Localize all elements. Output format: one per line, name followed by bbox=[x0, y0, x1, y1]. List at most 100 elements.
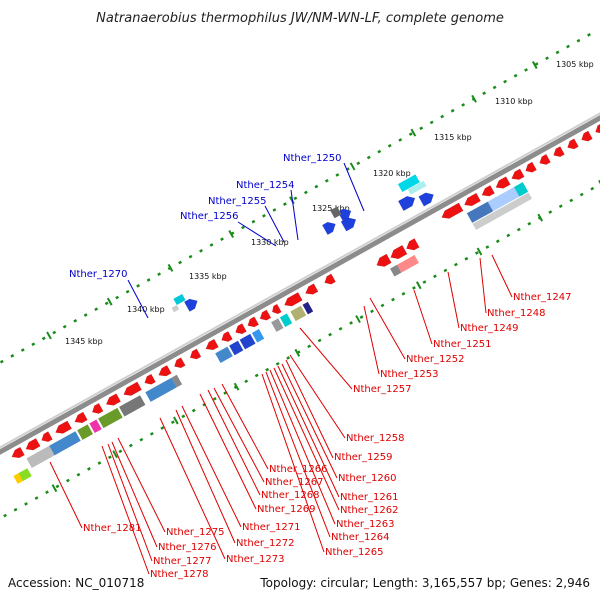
feature-block-shape bbox=[487, 187, 520, 212]
ring-tick bbox=[531, 61, 538, 70]
gene-label-nther-1250[interactable]: Nther_1250 bbox=[283, 153, 341, 164]
reverse-gene-arrow-shape bbox=[376, 253, 392, 267]
tick-label: 1305 kbp bbox=[556, 60, 594, 69]
reverse-gene-arrow bbox=[174, 357, 186, 369]
gene-label-nther-1248[interactable]: Nther_1248 bbox=[487, 308, 545, 319]
gene-label-nther-1263[interactable]: Nther_1263 bbox=[336, 519, 394, 530]
reverse-gene-arrow-shape bbox=[271, 303, 282, 315]
gene-label-nther-1266[interactable]: Nther_1266 bbox=[269, 464, 327, 475]
ring-tick bbox=[415, 281, 422, 290]
gene-label-nther-1257[interactable]: Nther_1257 bbox=[353, 384, 411, 395]
gene-label-nther-1268[interactable]: Nther_1268 bbox=[261, 490, 319, 501]
gene-label-nther-1277[interactable]: Nther_1277 bbox=[153, 556, 211, 567]
leader-line bbox=[285, 359, 334, 459]
reverse-gene-arrow bbox=[105, 393, 121, 406]
feature-block-shape bbox=[145, 377, 177, 402]
reverse-gene-arrow bbox=[41, 431, 53, 443]
leader-line bbox=[277, 365, 340, 498]
leader-line bbox=[261, 373, 325, 553]
gene-label-nther-1256[interactable]: Nther_1256 bbox=[180, 211, 238, 222]
gene-label-nther-1267[interactable]: Nther_1267 bbox=[265, 477, 323, 488]
gene-label-nther-1258[interactable]: Nther_1258 bbox=[346, 433, 404, 444]
reverse-gene-arrow-shape bbox=[390, 244, 408, 260]
gene-label-nther-1262[interactable]: Nther_1262 bbox=[340, 505, 398, 516]
gene-label-nther-1264[interactable]: Nther_1264 bbox=[331, 532, 389, 543]
forward-gene-arrow-shape bbox=[183, 298, 198, 312]
gene-label-nther-1272[interactable]: Nther_1272 bbox=[236, 538, 294, 549]
gene-label-nther-1278[interactable]: Nther_1278 bbox=[150, 569, 208, 580]
feature-block-shape bbox=[290, 305, 307, 322]
tick-label: 1345 kbp bbox=[65, 337, 103, 346]
gene-label-nther-1253[interactable]: Nther_1253 bbox=[380, 369, 438, 380]
map-title: Natranaerobius thermophilus JW/NM-WN-LF,… bbox=[96, 11, 504, 26]
reverse-gene-arrow bbox=[481, 185, 495, 197]
reverse-gene-arrow bbox=[406, 238, 420, 251]
feature-block-shape bbox=[171, 304, 180, 313]
feature-block bbox=[77, 424, 93, 440]
reverse-gene-arrow bbox=[390, 244, 408, 260]
gene-label-nther-1281[interactable]: Nther_1281 bbox=[83, 523, 141, 534]
gene-label-nther-1255[interactable]: Nther_1255 bbox=[208, 196, 266, 207]
leader-line bbox=[159, 417, 226, 560]
leader-line bbox=[363, 305, 380, 375]
gene-label-nther-1260[interactable]: Nther_1260 bbox=[338, 473, 396, 484]
leader-line bbox=[273, 367, 340, 511]
gene-label-nther-1276[interactable]: Nther_1276 bbox=[158, 542, 216, 553]
topology-text: Topology: circular; Length: 3,165,557 bp… bbox=[259, 576, 590, 590]
feature-block-faded-shape bbox=[472, 212, 498, 230]
reverse-gene-arrow-shape bbox=[324, 273, 336, 285]
reverse-gene-arrow-shape bbox=[221, 330, 233, 342]
reverse-gene-arrow bbox=[324, 273, 336, 285]
leader-line bbox=[127, 279, 149, 319]
feature-block-faded-shape bbox=[493, 197, 524, 219]
gene-label-nther-1265[interactable]: Nther_1265 bbox=[325, 547, 383, 558]
reverse-gene-arrow bbox=[189, 348, 202, 360]
leader-line bbox=[181, 405, 242, 528]
reverse-gene-arrow-shape bbox=[74, 411, 88, 424]
reverse-gene-arrow-shape bbox=[11, 446, 25, 459]
gene-label-nther-1254[interactable]: Nther_1254 bbox=[236, 180, 294, 191]
leader-line bbox=[413, 289, 433, 345]
gene-label-nther-1270[interactable]: Nther_1270 bbox=[69, 269, 127, 280]
gene-label-nther-1273[interactable]: Nther_1273 bbox=[226, 554, 284, 565]
leader-line bbox=[117, 437, 166, 533]
gene-label-nther-1271[interactable]: Nther_1271 bbox=[242, 522, 300, 533]
gene-label-nther-1247[interactable]: Nther_1247 bbox=[513, 292, 571, 303]
reverse-gene-arrow bbox=[74, 411, 88, 424]
leader-line bbox=[281, 363, 338, 479]
feature-block bbox=[302, 301, 314, 315]
gene-label-nther-1252[interactable]: Nther_1252 bbox=[406, 354, 464, 365]
gene-label-nther-1269[interactable]: Nther_1269 bbox=[257, 504, 315, 515]
leader-line bbox=[107, 443, 153, 562]
reverse-gene-arrow-shape bbox=[553, 146, 565, 158]
gene-label-nther-1249[interactable]: Nther_1249 bbox=[460, 323, 518, 334]
reverse-gene-arrow-shape bbox=[441, 202, 464, 219]
reverse-gene-arrow-shape bbox=[539, 153, 551, 165]
gene-label-nther-1261[interactable]: Nther_1261 bbox=[340, 492, 398, 503]
feature-block-shape bbox=[98, 407, 123, 429]
feature-block bbox=[466, 201, 494, 223]
leader-line bbox=[264, 205, 285, 243]
reverse-gene-arrow bbox=[55, 420, 73, 434]
gene-label-nther-1251[interactable]: Nther_1251 bbox=[433, 339, 491, 350]
feature-block-shape bbox=[77, 424, 93, 440]
reverse-gene-arrow-shape bbox=[235, 323, 247, 335]
feature-block bbox=[119, 395, 146, 417]
feature-block bbox=[239, 333, 256, 350]
gene-label-nther-1259[interactable]: Nther_1259 bbox=[334, 452, 392, 463]
reverse-gene-arrow-shape bbox=[41, 431, 53, 443]
gene-label-nther-1275[interactable]: Nther_1275 bbox=[166, 527, 224, 538]
ring-tick bbox=[349, 162, 356, 171]
tick-label: 1320 kbp bbox=[373, 169, 411, 178]
tick-label: 1340 kbp bbox=[127, 305, 165, 314]
feature-block-shape bbox=[302, 301, 314, 315]
forward-gene-arrow bbox=[418, 192, 434, 207]
feature-block-shape bbox=[407, 180, 427, 195]
reverse-gene-arrow bbox=[91, 402, 104, 414]
feature-block bbox=[229, 340, 244, 356]
leader-line bbox=[213, 387, 265, 483]
reverse-gene-arrow bbox=[525, 161, 537, 173]
reverse-gene-arrow bbox=[247, 316, 260, 328]
reverse-gene-arrow-shape bbox=[305, 283, 319, 295]
ring-tick bbox=[410, 128, 417, 137]
